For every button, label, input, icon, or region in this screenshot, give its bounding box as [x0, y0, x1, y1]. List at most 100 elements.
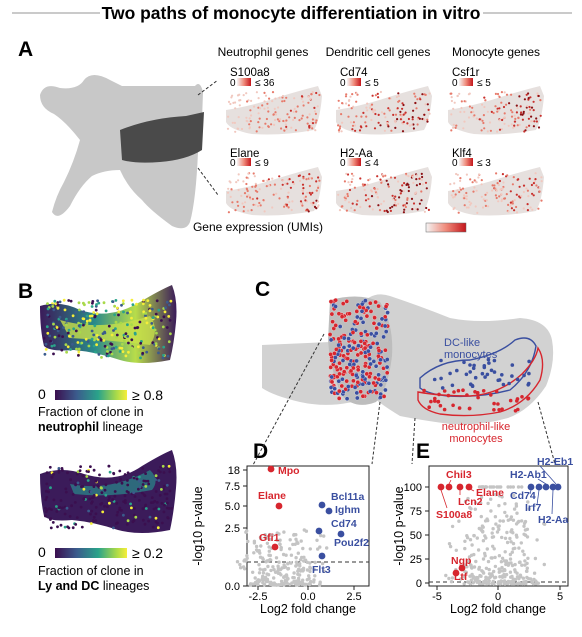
panel-c-umap [262, 294, 554, 425]
e-point-s100a8 [437, 483, 445, 491]
e-point-chil3 [445, 483, 453, 491]
d-label-bcl11a: Bcl11a [331, 491, 364, 503]
gene-scale-bar [237, 158, 251, 166]
e-label-chil3: Chil3 [446, 469, 472, 481]
e-ytick: 100 [404, 482, 422, 494]
c-to-e-line-right [537, 401, 556, 465]
panel-b-bottom-colorbar [55, 548, 127, 558]
e-ytick: 75 [410, 506, 422, 518]
gene-scale-bar [237, 78, 251, 86]
gene-scale-min: 0 [230, 158, 236, 169]
panel-label-d: D [253, 440, 268, 463]
panel-d-points [267, 465, 345, 560]
panel-b-clone-dots [42, 298, 174, 530]
d-label-cd74: Cd74 [331, 518, 357, 530]
d-label-elane: Elane [258, 490, 286, 502]
e-point-elane [465, 483, 473, 491]
gene-scale-max: ≤ 4 [365, 158, 379, 169]
e-xtick: 0 [495, 591, 501, 603]
e-label-ltf: Ltf [454, 571, 468, 583]
gene-scale-min: 0 [230, 78, 236, 89]
d-label-flt3: Flt3 [312, 564, 331, 576]
d-point-ighm [325, 507, 333, 515]
c-to-e-line-left [411, 417, 416, 465]
e-point-h2-ab1 [542, 483, 550, 491]
gene-name: H2-Aa [340, 148, 373, 160]
gene-scale-min: 0 [340, 158, 346, 169]
panel-b-top-colorbar-max: ≥ 0.8 [132, 387, 163, 403]
d-ytick: 18 [228, 465, 240, 477]
gene-umap-outline [226, 167, 322, 216]
gene-scale-min: 0 [452, 78, 458, 89]
panel-b-bottom-umap [40, 450, 177, 533]
e-label-h2-ab1: H2-Ab1 [510, 469, 547, 481]
panel-b-top-caption-line2: neutrophil lineage [38, 420, 143, 434]
d-label-mpo: Mpo [278, 465, 300, 477]
gene-group-dendritic: Dendritic cell genes [326, 45, 431, 59]
gene-scale-bar [459, 158, 473, 166]
gene-tile-h2-aa: H2-Aa0 ≤ 4 [336, 148, 432, 216]
neutrophil-like-label-line2: monocytes [449, 433, 503, 445]
d-xtick: 0.0 [300, 591, 315, 603]
panel-label-b: B [18, 280, 33, 303]
panel-e-leader-lines [440, 465, 557, 515]
d-point-cd74 [315, 527, 323, 535]
gene-scale-max: ≤ 36 [255, 78, 275, 89]
d-xtick: 2.5 [346, 591, 361, 603]
zoom-line-bottom [197, 167, 219, 196]
gene-scale-max: ≤ 5 [477, 78, 491, 89]
e-label-elane: Elane [476, 487, 504, 499]
gene-scale-min: 0 [340, 78, 346, 89]
gene-scale-bar [347, 78, 361, 86]
e-ytick: 0 [416, 578, 422, 590]
d-point-gfi1 [271, 543, 279, 551]
panel-d-xlabel: Log2 fold change [260, 602, 356, 616]
panel-b-bottom-caption-line2: Ly and DC lineages [38, 579, 149, 593]
dc-like-label-line1: DC-like [444, 337, 480, 349]
e-point-lcn2 [456, 483, 464, 491]
panel-d-volcano: 18 7.5 5.0 2.5 0.0 -2.5 0.0 2.5 [225, 465, 370, 603]
d-ytick: 7.5 [225, 481, 240, 493]
neutrophil-like-label-line1: neutrophil-like [442, 421, 510, 433]
gene-scale-bar [347, 158, 361, 166]
e-xtick: 5 [557, 591, 563, 603]
gene-name: Csf1r [452, 67, 480, 79]
e-ytick: 25 [410, 554, 422, 566]
e-xtick: -5 [432, 591, 442, 603]
d-label-pou2f2: Pou2f2 [334, 537, 369, 549]
d-point-mpo [267, 465, 275, 473]
e-label-cd74: Cd74 [510, 490, 536, 502]
e-point-ngp [458, 564, 466, 572]
d-ytick: 5.0 [225, 501, 240, 513]
dc-like-label-line2: monocytes [444, 349, 498, 361]
panel-e-points [437, 483, 562, 577]
panel-label-e: E [416, 440, 430, 463]
gene-umap-outline [336, 167, 432, 216]
gene-name: S100a8 [230, 67, 270, 79]
gene-scale-min: 0 [452, 158, 458, 169]
d-label-ighm: Ighm [335, 504, 360, 516]
e-point-cd74 [527, 483, 535, 491]
e-label-h2-aa: H2-Aa [538, 514, 569, 526]
gene-umap-outline [448, 86, 544, 135]
gene-scale-max: ≤ 9 [255, 158, 269, 169]
panel-b-bottom-colorbar-max: ≥ 0.2 [132, 545, 163, 561]
d-point-flt3 [318, 552, 326, 560]
c-to-d-line-right [371, 401, 381, 465]
panel-label-a: A [18, 38, 33, 61]
d-ytick: 0.0 [225, 581, 240, 593]
d-label-gfi1: Gfi1 [259, 532, 280, 544]
e-label-lcn2: Lcn2 [458, 496, 483, 508]
panel-e-ylabel: -log10 p-value [392, 486, 406, 565]
d-point-pou2f2 [337, 530, 345, 538]
panel-b-top-caption-line1: Fraction of clone in [38, 405, 144, 419]
panel-b-top-colorbar [55, 390, 127, 400]
gene-scale-max: ≤ 5 [365, 78, 379, 89]
e-ytick: 50 [410, 530, 422, 542]
e-label-s100a8: S100a8 [436, 509, 472, 521]
